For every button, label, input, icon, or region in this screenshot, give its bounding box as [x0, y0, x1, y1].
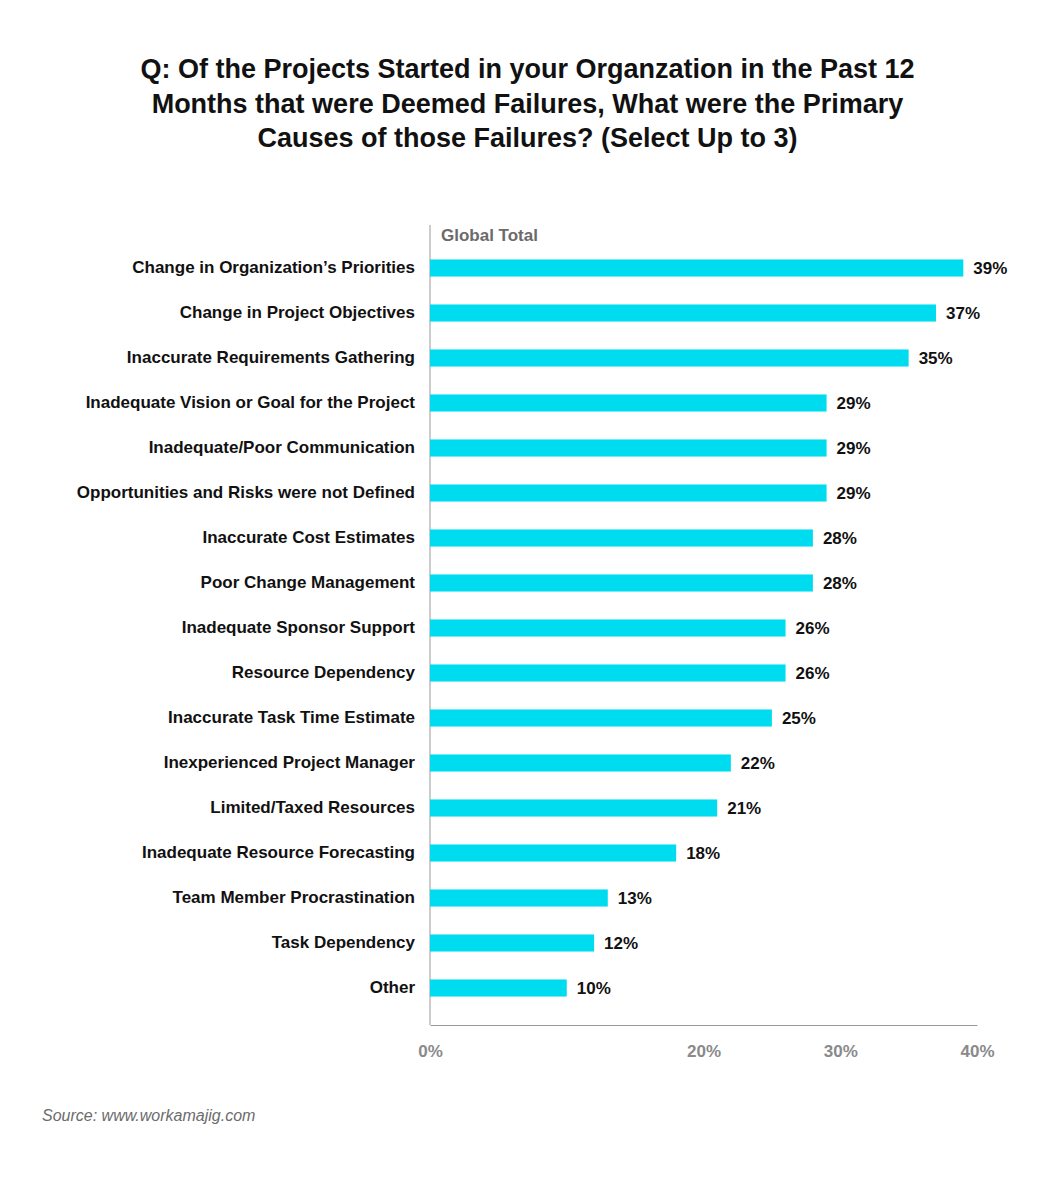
data-label: 26%: [796, 664, 830, 683]
bar: [430, 934, 594, 951]
category-axis: Change in Organization’s Priorities Chang…: [77, 258, 416, 997]
data-label: 29%: [837, 439, 871, 458]
bar: [430, 844, 676, 861]
data-label: 28%: [823, 574, 857, 593]
category-label: Inadequate Resource Forecasting: [142, 843, 415, 862]
title-group: Q: Of the Projects Started in your Organ…: [140, 54, 914, 153]
data-label: 39%: [973, 259, 1007, 278]
data-labels: 39% 37% 35% 29% 29% 29% 28% 28% 26% 26% 25% 22% 21% 1…: [577, 259, 1008, 998]
category-label: Inaccurate Cost Estimates: [202, 528, 415, 547]
tick-label: 40%: [960, 1042, 994, 1061]
data-label: 37%: [946, 304, 980, 323]
bar: [430, 664, 786, 681]
bar: [430, 709, 772, 726]
bar: [430, 619, 786, 636]
category-label: Inadequate/Poor Communication: [149, 438, 415, 457]
category-tick: Other: [370, 978, 416, 997]
axis-line: [431, 1025, 978, 1026]
category-label: Inadequate Vision or Goal for the Projec…: [86, 393, 416, 412]
tick-label: 0%: [418, 1042, 443, 1061]
category-label: Change in Project Objectives: [180, 303, 415, 322]
bar: [430, 889, 608, 906]
value-tick: 30%: [824, 1025, 858, 1061]
data-label: 25%: [782, 709, 816, 728]
category-tick: Inexperienced Project Manager: [164, 753, 416, 772]
title: Q: Of the Projects Started in your Organ…: [140, 54, 914, 84]
category-label: Poor Change Management: [201, 573, 416, 592]
data-label: 22%: [741, 754, 775, 773]
category-tick: Poor Change Management: [201, 573, 416, 592]
value-tick: 0%: [418, 1025, 443, 1061]
bar: [430, 979, 567, 996]
category-tick: Opportunities and Risks were not Defined: [77, 483, 415, 502]
category-tick: Team Member Procrastination: [173, 888, 415, 907]
category-tick: Inadequate Sponsor Support: [182, 618, 416, 637]
category-label: Inexperienced Project Manager: [164, 753, 416, 772]
data-label: 29%: [837, 394, 871, 413]
category-tick: Inaccurate Cost Estimates: [202, 528, 415, 547]
category-label: Team Member Procrastination: [173, 888, 415, 907]
category-label: Resource Dependency: [232, 663, 416, 682]
category-label: Limited/Taxed Resources: [210, 798, 415, 817]
data-label: 10%: [577, 979, 611, 998]
category-tick: Inaccurate Task Time Estimate: [168, 708, 415, 727]
category-tick: Inaccurate Requirements Gathering: [127, 348, 415, 367]
data-label: 28%: [823, 529, 857, 548]
bar: [430, 574, 813, 591]
category-label: Other: [370, 978, 416, 997]
legend-entry: Global Total: [441, 226, 538, 245]
category-tick: Resource Dependency: [232, 663, 416, 682]
category-tick: Change in Project Objectives: [180, 303, 415, 322]
data-label: 21%: [727, 799, 761, 818]
data-label: 18%: [686, 844, 720, 863]
value-tick: 40%: [960, 1025, 994, 1061]
category-label: Task Dependency: [272, 933, 416, 952]
data-label: 26%: [796, 619, 830, 638]
category-tick: Inadequate Resource Forecasting: [142, 843, 415, 862]
category-label: Inadequate Sponsor Support: [182, 618, 416, 637]
source: Source: www.workamajig.com: [42, 1107, 255, 1124]
chart: Q: Of the Projects Started in your Organ…: [0, 0, 1055, 1195]
bar: [430, 349, 909, 366]
value-tick: 20%: [687, 1025, 721, 1061]
bars: [430, 259, 963, 996]
data-label: 13%: [618, 889, 652, 908]
category-label: Change in Organization’s Priorities: [132, 258, 415, 277]
category-tick: Task Dependency: [272, 933, 416, 952]
title: Months that were Deemed Failures, What w…: [152, 89, 904, 119]
data-label: 35%: [919, 349, 953, 368]
tick-label: 20%: [687, 1042, 721, 1061]
category-tick: Change in Organization’s Priorities: [132, 258, 415, 277]
bar: [430, 484, 827, 501]
category-tick: Inadequate/Poor Communication: [149, 438, 415, 457]
bar: [430, 799, 717, 816]
category-tick: Limited/Taxed Resources: [210, 798, 415, 817]
category-label: Opportunities and Risks were not Defined: [77, 483, 415, 502]
category-label: Inaccurate Requirements Gathering: [127, 348, 415, 367]
bar: [430, 259, 963, 276]
title: Causes of those Failures? (Select Up to …: [257, 123, 797, 153]
bar: [430, 439, 827, 456]
tick-label: 30%: [824, 1042, 858, 1061]
category-label: Inaccurate Task Time Estimate: [168, 708, 415, 727]
data-label: 29%: [837, 484, 871, 503]
data-label: 12%: [604, 934, 638, 953]
category-tick: Inadequate Vision or Goal for the Projec…: [86, 393, 416, 412]
bar: [430, 394, 827, 411]
bar: [430, 754, 731, 771]
bar: [430, 529, 813, 546]
value-axis: 0% 20% 30% 40%: [418, 1025, 994, 1061]
bar: [430, 304, 936, 321]
